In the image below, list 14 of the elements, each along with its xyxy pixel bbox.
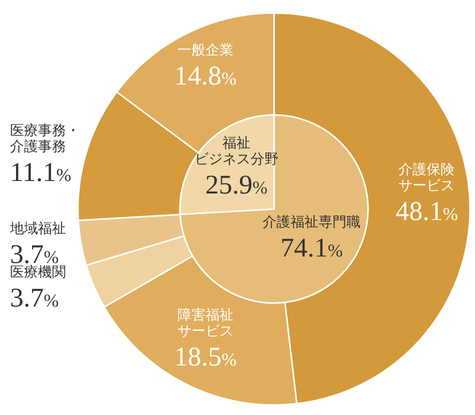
slice-label: 福祉ビジネス分野 [194,135,278,168]
data-label: 48.1% [396,196,458,226]
slice-label: 介護福祉専門職 [262,214,361,231]
slice-label: 医療事務・介護事務 [10,122,80,155]
data-label: 74.1% [280,232,343,263]
data-label: 25.9% [205,169,268,200]
data-label: 3.7% [10,282,59,313]
slice-label: 一般企業 [177,42,234,58]
data-label: 14.8% [174,60,236,90]
data-label: 18.5% [174,342,236,372]
slice-label: 地域福祉 [9,221,66,238]
data-label: 11.1% [10,156,72,187]
slice-label: 介護保険サービス [398,162,455,194]
slice-label: 障害福祉サービス [177,308,234,340]
